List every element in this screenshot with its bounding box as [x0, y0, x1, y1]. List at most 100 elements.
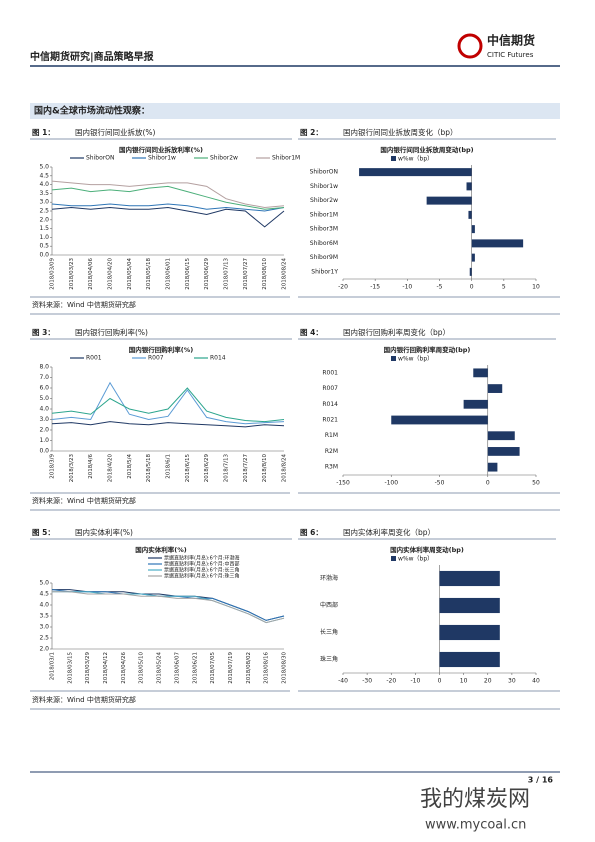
x-tick-label: 10 — [460, 678, 468, 685]
x-tick-label: 2018/06/01 — [166, 258, 172, 290]
x-tick-label: 2018/03/23 — [69, 258, 75, 290]
bar — [471, 239, 524, 248]
x-tick-label: 2018/08/30 — [282, 652, 288, 684]
y-tick-label: Shibor2w — [310, 197, 338, 204]
y-tick-label: R2M — [325, 448, 338, 455]
line — [52, 591, 285, 624]
x-tick-label: 2018/06/15 — [185, 258, 191, 290]
y-tick-label: 7.0 — [39, 374, 49, 381]
line — [51, 203, 285, 212]
x-tick-label: 2018/07/19 — [228, 652, 234, 684]
x-tick-label: -50 — [435, 480, 445, 487]
source: 资料来源：Wind 中信期货研究部 — [32, 695, 136, 704]
x-tick-label: -5 — [437, 284, 443, 291]
y-tick-label: 中西部 — [320, 601, 338, 609]
y-tick-label: 3.5 — [39, 613, 49, 620]
y-tick-label: 2.5 — [39, 635, 49, 642]
x-tick-label: 2018/08/02 — [246, 652, 252, 684]
y-tick-label: 6.0 — [39, 385, 49, 392]
x-tick-label: 2018/4/20 — [108, 454, 114, 483]
bar — [471, 225, 475, 234]
legend-label: 票据直贴利率(月息):6个月:中西部 — [164, 561, 239, 568]
source: 资料来源：Wind 中信期货研究部 — [32, 300, 136, 309]
bar — [469, 267, 472, 276]
legend-label: w%w（bp） — [398, 356, 433, 363]
x-tick-label: -150 — [336, 480, 350, 487]
x-tick-label: 0 — [470, 284, 474, 291]
legend-label: 票据直贴利率(月息):6个月:环渤海 — [164, 555, 239, 562]
x-tick-label: 2018/8/10 — [262, 454, 268, 483]
section-bar — [30, 103, 560, 119]
y-tick-label: 5.0 — [39, 580, 49, 587]
legend-label: R007 — [148, 355, 164, 362]
bar — [466, 182, 472, 191]
x-tick-label: 2018/04/26 — [121, 652, 127, 684]
figure-title: 国内银行回购利率(%) — [75, 327, 148, 337]
x-tick-label: 2018/6/29 — [204, 454, 210, 483]
logo-en: CITIC Futures — [487, 51, 534, 59]
y-tick-label: Shibor9M — [310, 254, 338, 261]
x-tick-label: -15 — [370, 284, 380, 291]
x-tick-label: 2018/7/13 — [224, 454, 230, 483]
y-tick-label: 4.5 — [39, 172, 49, 179]
line — [51, 185, 285, 210]
x-tick-label: -10 — [410, 678, 420, 685]
y-tick-label: R3M — [325, 464, 338, 471]
y-tick-label: 5.0 — [39, 395, 49, 402]
x-tick-label: -100 — [384, 480, 398, 487]
y-tick-label: Shibor6M — [310, 240, 338, 247]
x-tick-label: 2018/07/13 — [224, 258, 230, 290]
y-tick-label: ShiborON — [310, 169, 338, 176]
bar — [487, 384, 503, 393]
bar — [487, 431, 515, 441]
chart-title: 国内银行间同业拆放利率(%) — [119, 145, 203, 154]
y-tick-label: 2.0 — [39, 427, 49, 434]
x-tick-label: 2018/04/20 — [108, 258, 114, 290]
y-tick-label: 珠三角 — [320, 655, 338, 663]
x-tick-label: 2018/05/10 — [139, 652, 145, 684]
chart-title: 国内银行回购利率(%) — [129, 345, 193, 354]
logo-icon — [457, 33, 483, 59]
legend-label: R001 — [86, 355, 102, 362]
line — [51, 180, 285, 208]
y-tick-label: Shibor1Y — [311, 268, 338, 275]
chart-title: 国内实体利率(%) — [135, 545, 186, 554]
y-tick-label: 5.0 — [39, 164, 49, 171]
bar — [471, 253, 475, 262]
legend-swatch — [391, 356, 396, 361]
y-tick-label: 1.0 — [39, 234, 49, 241]
x-tick-label: 0 — [438, 678, 442, 685]
legend-swatch — [391, 156, 396, 161]
x-tick-label: 2018/04/12 — [103, 652, 109, 684]
bar — [439, 624, 500, 641]
y-tick-label: R1M — [325, 432, 338, 439]
x-tick-label: -30 — [362, 678, 372, 685]
x-tick-label: 2018/03/29 — [85, 652, 91, 684]
figure-label: 图 1： — [32, 128, 55, 137]
x-tick-label: -40 — [338, 678, 348, 685]
legend-label: 票据直贴利率(月息):6个月:珠三角 — [164, 573, 239, 580]
legend-swatch — [391, 556, 396, 561]
x-tick-label: 2018/5/18 — [146, 454, 152, 483]
y-tick-label: 3.0 — [39, 199, 49, 206]
x-tick-label: 2018/08/16 — [264, 652, 270, 684]
bar — [426, 196, 472, 205]
y-tick-label: 长三角 — [320, 628, 338, 636]
y-tick-label: 8.0 — [39, 364, 49, 371]
bar — [439, 597, 500, 614]
y-tick-label: 3.0 — [39, 624, 49, 631]
y-tick-label: 4.0 — [39, 181, 49, 188]
x-tick-label: 2018/03/15 — [67, 652, 73, 684]
y-tick-label: 2.5 — [39, 208, 49, 215]
chart-title: 国内银行间同业拆放周变动(bp) — [380, 145, 473, 154]
y-tick-label: 2.0 — [39, 216, 49, 223]
x-tick-label: -20 — [386, 678, 396, 685]
legend-label: 票据直贴利率(月息):6个月:长三角 — [164, 567, 239, 574]
legend-label: R014 — [210, 355, 226, 362]
x-tick-label: 2018/04/06 — [88, 258, 94, 290]
x-tick-label: 40 — [532, 678, 540, 685]
y-tick-label: 0.0 — [39, 252, 49, 259]
x-tick-label: 2018/06/21 — [192, 652, 198, 684]
watermark-url: www.mycoal.cn — [425, 818, 526, 833]
